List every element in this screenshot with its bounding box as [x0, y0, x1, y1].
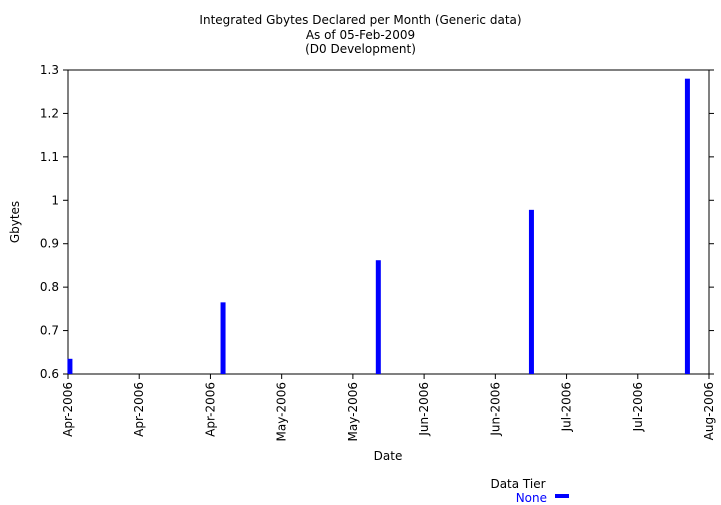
chart-subtitle-2: (D0 Development) [305, 42, 416, 56]
x-tick-label: May-2006 [275, 382, 289, 441]
y-tick-label: 1.1 [40, 150, 59, 164]
legend-entry-label: None [516, 491, 547, 505]
legend-title: Data Tier [490, 477, 545, 491]
y-tick-label: 1.2 [40, 106, 59, 120]
y-tick-label: 1.3 [40, 63, 59, 77]
chart-title: Integrated Gbytes Declared per Month (Ge… [199, 13, 522, 27]
bar [684, 78, 690, 374]
y-tick-label: 0.7 [40, 324, 59, 338]
bar [220, 302, 226, 374]
y-tick-label: 0.6 [40, 367, 59, 381]
legend-swatch [555, 494, 569, 498]
bar [67, 358, 73, 374]
plot-frame [67, 69, 710, 375]
y-tick-label: 0.9 [40, 237, 59, 251]
x-tick-label: Aug-2006 [702, 382, 716, 440]
x-tick-label: Apr-2006 [132, 382, 146, 437]
x-tick-label: May-2006 [346, 382, 360, 441]
x-tick-label: Jun-2006 [417, 382, 431, 437]
x-tick-label: Jun-2006 [488, 382, 502, 437]
chart-subtitle: As of 05-Feb-2009 [305, 28, 416, 42]
x-tick-label: Apr-2006 [203, 382, 217, 437]
bar [528, 209, 534, 374]
x-tick-label: Jul-2006 [631, 382, 645, 432]
bar [375, 260, 381, 374]
y-tick-label: 1 [51, 193, 59, 207]
x-axis-label: Date [374, 449, 403, 463]
y-axis-label: Gbytes [8, 201, 22, 243]
x-tick-label: Jul-2006 [560, 382, 574, 432]
y-tick-label: 0.8 [40, 280, 59, 294]
x-tick-label: Apr-2006 [61, 382, 75, 437]
